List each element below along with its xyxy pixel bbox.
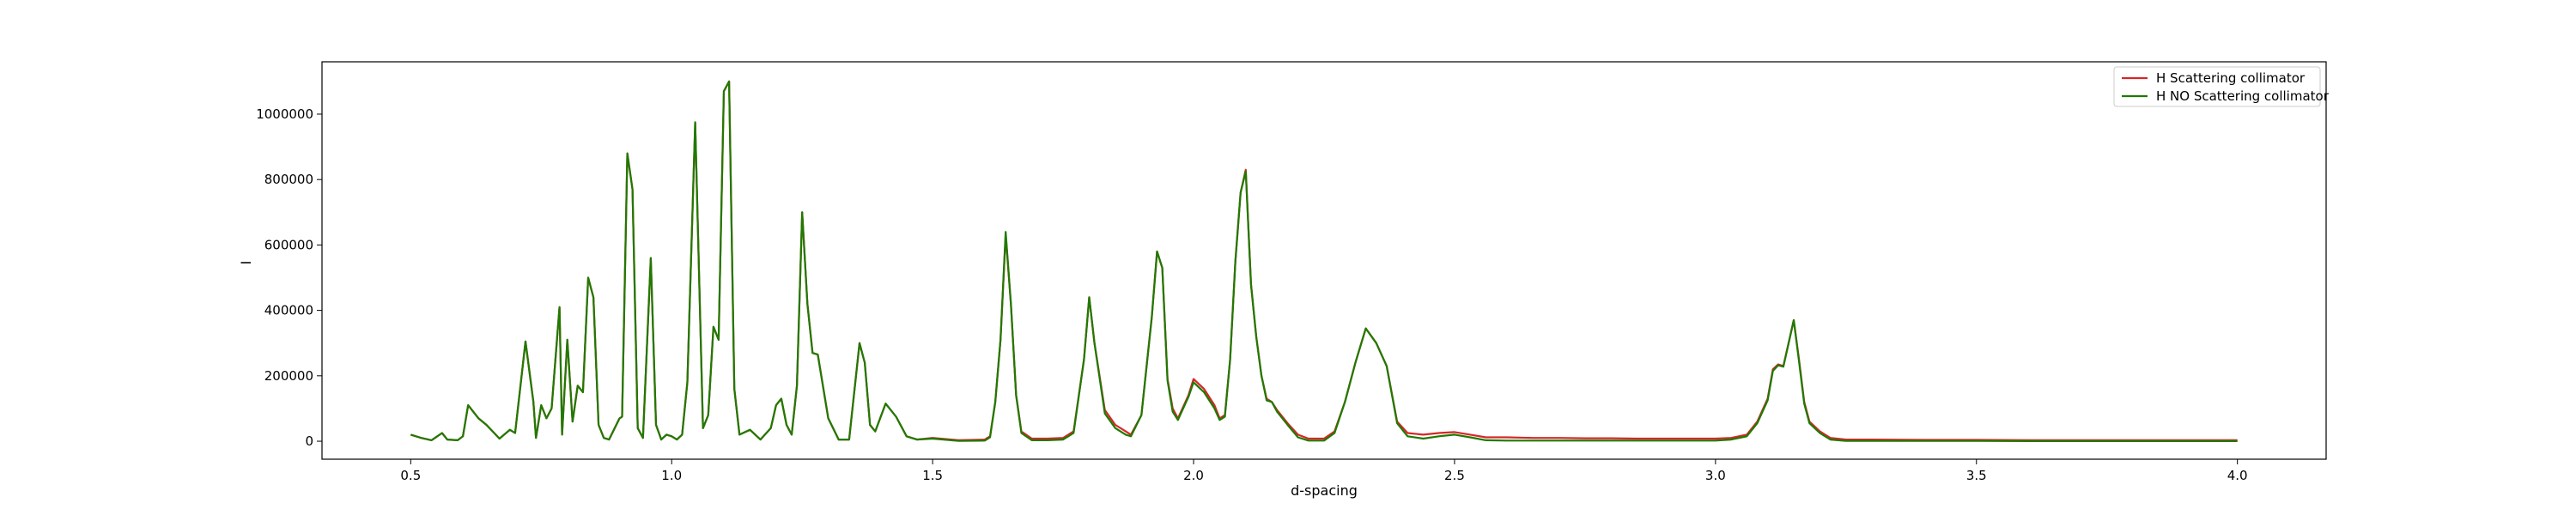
x-axis-ticks: 0.5 1.0 1.5 2.0 2.5 3.0 3.5 4.0 — [400, 459, 2248, 483]
legend-label-series-1: H Scattering collimator — [2156, 70, 2306, 86]
y-tick-label: 200000 — [264, 368, 313, 384]
x-tick-label: 4.0 — [2227, 468, 2248, 483]
y-tick-label: 0 — [305, 433, 313, 449]
x-tick-label: 3.0 — [1705, 468, 1726, 483]
x-tick-label: 2.0 — [1183, 468, 1204, 483]
y-axis-ticks: 0 200000 400000 600000 800000 1000000 — [256, 106, 322, 449]
series-line-2 — [410, 80, 2238, 442]
plot-area — [322, 62, 2326, 459]
y-tick-label: 600000 — [264, 237, 313, 252]
legend-box — [2113, 66, 2321, 107]
y-tick-label: 400000 — [264, 303, 313, 318]
x-tick-label: 3.5 — [1966, 468, 1987, 483]
x-tick-label: 0.5 — [400, 468, 421, 483]
x-tick-label: 1.0 — [661, 468, 682, 483]
y-axis-label: I — [238, 261, 254, 265]
x-tick-label: 2.5 — [1444, 468, 1465, 483]
legend: H Scattering collimator H NO Scattering … — [2113, 66, 2330, 107]
y-tick-label: 800000 — [264, 172, 313, 187]
x-tick-label: 1.5 — [922, 468, 943, 483]
legend-label-series-2: H NO Scattering collimator — [2156, 88, 2330, 104]
plot-frame — [321, 61, 2327, 460]
y-tick-label: 1000000 — [256, 106, 313, 122]
x-axis-label: d-spacing — [1291, 482, 1358, 499]
series-layer — [410, 80, 2238, 442]
